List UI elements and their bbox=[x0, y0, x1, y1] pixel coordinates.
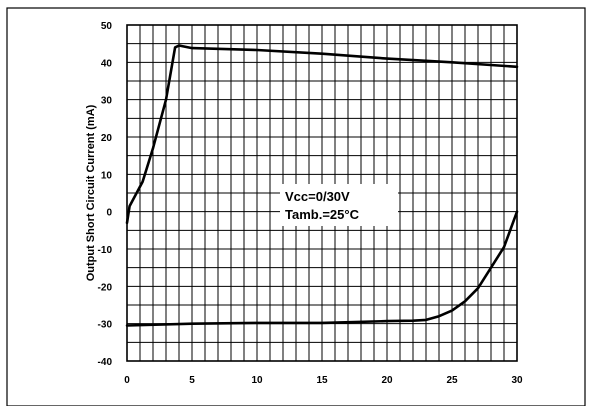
series-line-2 bbox=[125, 210, 519, 327]
y-tick-label: 20 bbox=[101, 133, 113, 144]
y-tick-label: 0 bbox=[106, 208, 112, 219]
y-tick-label: -20 bbox=[98, 282, 113, 293]
annotation-tamb: Tamb.=25°C bbox=[285, 207, 360, 222]
annotation-vcc: Vcc=0/30V bbox=[285, 189, 350, 204]
annotation-box: Vcc=0/30V Tamb.=25°C bbox=[280, 184, 398, 226]
plot-border bbox=[126, 24, 518, 362]
series-line-1 bbox=[125, 44, 519, 225]
y-tick-label: 40 bbox=[101, 58, 113, 69]
y-axis-label: Output Short Circuit Current (mA) bbox=[85, 104, 97, 281]
x-tick-label: 5 bbox=[189, 375, 195, 386]
x-tick-label: 0 bbox=[124, 375, 130, 386]
series-layer bbox=[125, 44, 519, 327]
y-tick-label: 30 bbox=[101, 96, 113, 107]
y-tick-label: -10 bbox=[98, 245, 113, 256]
y-tick-label: -40 bbox=[98, 357, 113, 368]
x-tick-label: 30 bbox=[511, 375, 523, 386]
y-tick-label: 50 bbox=[101, 21, 113, 32]
y-tick-label: 10 bbox=[101, 170, 113, 181]
tick-labels: 0 5 10 15 20 25 30 50 40 30 20 10 0 -10 -20 -30 -40 bbox=[98, 21, 523, 386]
x-tick-label: 20 bbox=[381, 375, 393, 386]
y-tick-label: -30 bbox=[98, 320, 113, 331]
x-tick-label: 15 bbox=[316, 375, 328, 386]
x-tick-label: 10 bbox=[251, 375, 263, 386]
annotation-background bbox=[280, 184, 398, 226]
x-tick-label: 25 bbox=[446, 375, 458, 386]
